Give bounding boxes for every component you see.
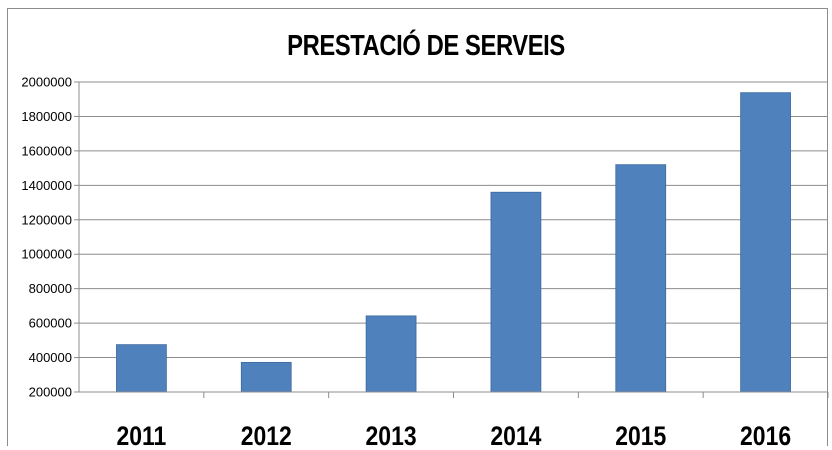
bar-2016 xyxy=(740,92,791,393)
bar-2012 xyxy=(240,361,292,393)
y-tick-label: 200000 xyxy=(29,385,72,400)
y-tick-label: 600000 xyxy=(29,316,72,331)
y-tick-label: 1600000 xyxy=(21,143,72,158)
x-tick-label: 2011 xyxy=(117,421,167,450)
y-tick-label: 400000 xyxy=(29,350,72,365)
y-tick-label: 1800000 xyxy=(21,109,72,124)
bar-2014 xyxy=(490,191,542,393)
y-tick-label: 1200000 xyxy=(21,212,72,227)
y-tick-label: 2000000 xyxy=(21,75,72,90)
y-tick-label: 1400000 xyxy=(21,178,72,193)
y-tick-label: 1000000 xyxy=(21,247,72,262)
x-tick-label: 2014 xyxy=(490,421,541,450)
bar-2013 xyxy=(365,315,417,393)
y-tick-label: 800000 xyxy=(29,281,72,296)
chart-title: PRESTACIÓ DE SERVEIS xyxy=(287,30,565,62)
bar-2011 xyxy=(116,344,167,393)
bar-2015 xyxy=(615,164,667,393)
x-tick-label: 2013 xyxy=(366,421,417,450)
x-tick-label: 2016 xyxy=(740,421,791,450)
x-tick-label: 2012 xyxy=(241,421,292,450)
x-tick-label: 2015 xyxy=(615,421,666,450)
